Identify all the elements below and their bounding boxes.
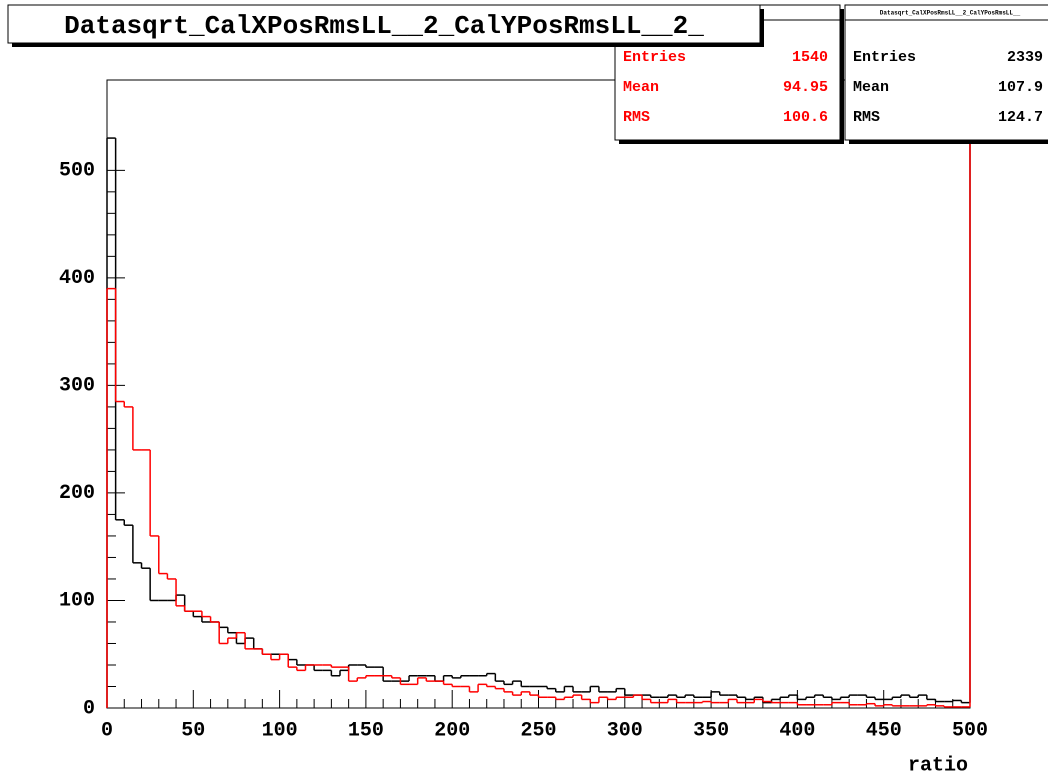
y-tick-label: 200 [59,482,95,505]
y-tick-label: 400 [59,267,95,290]
chart-title: Datasqrt_CalXPosRmsLL__2_CalYPosRmsLL__2… [64,11,704,41]
stats-label: Entries [623,49,686,66]
x-tick-label: 500 [952,719,988,742]
stats-title: Datasqrt_CalXPosRmsLL__2_CalYPosRmsLL__ [880,10,1021,17]
x-tick-label: 0 [101,719,113,742]
x-axis-label: ratio [908,754,968,775]
stats-box [844,4,1048,141]
x-tick-label: 250 [520,719,556,742]
stats-value: 124.7 [998,109,1043,126]
x-tick-label: 450 [866,719,902,742]
stats-label: Mean [623,79,659,96]
x-tick-label: 400 [779,719,815,742]
stats-value: 94.95 [783,79,828,96]
stats-value: 107.9 [998,79,1043,96]
x-tick-label: 200 [434,719,470,742]
stats-label: RMS [853,109,880,126]
x-tick-label: 300 [607,719,643,742]
stats-value: 1540 [792,49,828,66]
y-tick-label: 100 [59,590,95,613]
y-tick-label: 0 [83,697,95,720]
y-tick-label: 300 [59,375,95,398]
stats-label: RMS [623,109,650,126]
stats-label: Mean [853,79,889,96]
title-box [7,4,761,44]
x-tick-label: 150 [348,719,384,742]
y-tick-label: 500 [59,160,95,183]
x-tick-label: 50 [181,719,205,742]
x-tick-label: 100 [262,719,298,742]
x-tick-label: 350 [693,719,729,742]
stats-value: 100.6 [783,109,828,126]
stats-value: 2339 [1007,49,1043,66]
stats-label: Entries [853,49,916,66]
